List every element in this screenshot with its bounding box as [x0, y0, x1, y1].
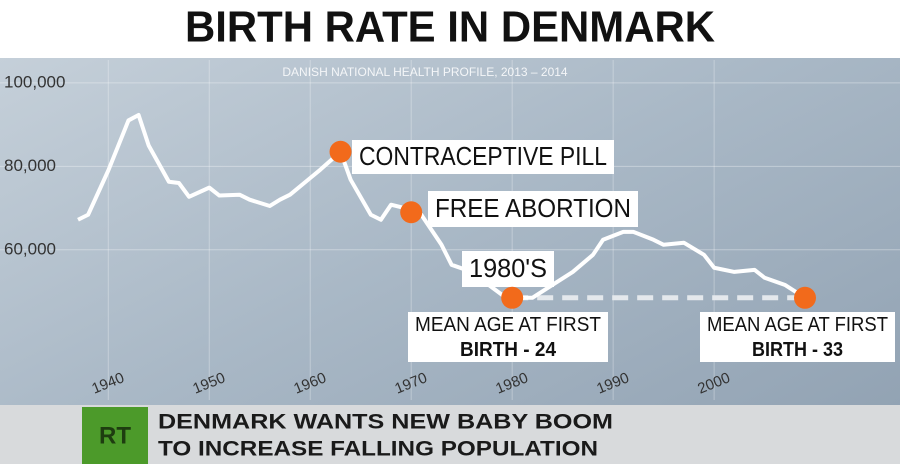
annotation-box: [428, 191, 638, 227]
title-band: [0, 0, 900, 58]
headline: DENMARK WANTS NEW BABY BOOM: [158, 411, 613, 434]
annotation-label: MEAN AGE AT FIRST: [707, 314, 888, 336]
annotation-box: [408, 312, 608, 362]
logo: RT: [99, 422, 131, 449]
headline: TO INCREASE FALLING POPULATION: [158, 438, 598, 461]
annotation-label: 1980'S: [469, 253, 547, 283]
annotation-label: FREE ABORTION: [435, 193, 631, 223]
annotation-box: [462, 251, 554, 287]
chart-subtitle: DANISH NATIONAL HEALTH PROFILE, 2013 – 2…: [282, 65, 568, 79]
annotation-box: [700, 312, 895, 362]
y-tick-label: 60,000: [4, 239, 56, 258]
annotation-marker: [794, 286, 816, 309]
y-tick-label: 80,000: [4, 156, 56, 175]
annotation-label: CONTRACEPTIVE PILL: [359, 141, 607, 171]
annotation-label: BIRTH - 24: [460, 339, 557, 361]
logo-box: [82, 407, 148, 464]
annotation-marker: [329, 140, 352, 163]
annotation-marker: [501, 286, 524, 309]
chart-title: BIRTH RATE IN DENMARK: [185, 3, 715, 52]
annotation-box: [352, 140, 614, 174]
banner-band: [0, 405, 900, 464]
annotation-label: MEAN AGE AT FIRST: [415, 314, 601, 336]
annotation-label: BIRTH - 33: [752, 339, 843, 361]
annotation-marker: [400, 201, 423, 224]
y-tick-label: 100,000: [4, 72, 65, 91]
